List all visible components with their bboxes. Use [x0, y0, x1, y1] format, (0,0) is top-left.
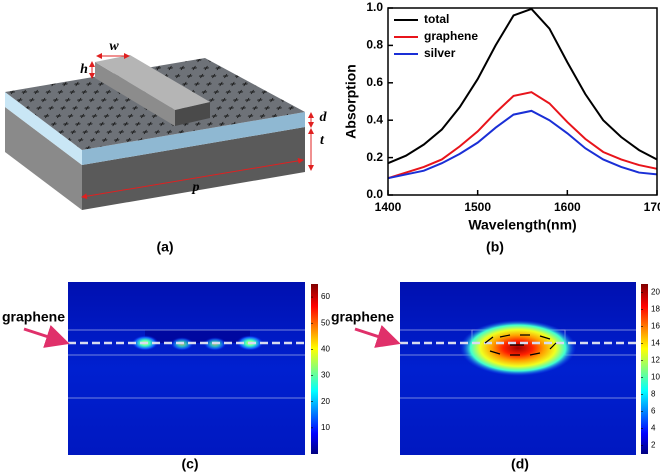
annotations: graphene graphene (c) (d)	[2, 309, 529, 472]
arrow	[354, 325, 401, 348]
panel-label: (a)	[156, 239, 173, 255]
panel-label: (c)	[181, 456, 198, 472]
colorbar-tick-label: 10	[321, 423, 330, 432]
dim-label: d	[320, 110, 328, 125]
colorbar-tick-label: 18	[651, 305, 660, 314]
x-tick-label: 1500	[464, 200, 491, 214]
annotation: graphene	[2, 309, 65, 325]
y-tick-label: 1.0	[366, 0, 383, 14]
arrow	[23, 325, 70, 348]
dim-label: h	[80, 62, 88, 77]
x-tick-label: 1700	[644, 200, 660, 214]
colorbar-tick-label: 10	[651, 373, 660, 382]
legend-label: graphene	[424, 29, 478, 43]
panel-d: 2 4 6 8 10 12 14 16 18 20	[400, 282, 660, 455]
bar-side	[95, 62, 175, 126]
data-line	[387, 7, 658, 165]
substrate-left	[5, 107, 82, 210]
bar-top	[95, 55, 210, 110]
dim-label: p	[192, 180, 200, 195]
colorbar-tick-label: 8	[651, 390, 656, 399]
boundary	[68, 329, 305, 399]
layer-front	[82, 112, 305, 165]
panel-a: w h d t p (a)	[5, 39, 328, 255]
legend-label: total	[424, 12, 449, 26]
y-tick-label: 0.8	[366, 38, 383, 52]
colorbar-tick-label: 50	[321, 318, 330, 327]
panel-b: 0.0 0.2 0.4 0.6 0.8 1.0 1400 1500 1600 1700 total g…	[343, 0, 660, 255]
x-axis-title: Wavelength(nm)	[468, 217, 576, 233]
panel-c: 10 20 30 40 50 60	[68, 282, 330, 455]
field-arrows	[484, 334, 557, 356]
plot-frame	[387, 7, 658, 196]
panel-label: (d)	[511, 456, 529, 472]
colorbar-tick-label: 40	[321, 344, 330, 353]
colorbar-tick-label: 2	[651, 441, 656, 450]
colorbar-tick-label: 14	[651, 339, 660, 348]
field-map	[68, 282, 305, 455]
y-tick-label: 0.0	[366, 187, 383, 201]
annotation: graphene	[331, 309, 394, 325]
colorbar-tick-label: 12	[651, 356, 660, 365]
y-axis-title: Absorption	[343, 64, 359, 139]
colorbar	[311, 284, 318, 454]
data-line	[387, 91, 658, 180]
colorbar-tick-label: 60	[321, 292, 330, 301]
colorbar-tick-label: 4	[651, 424, 656, 433]
colorbar-tick-label: 30	[321, 371, 330, 380]
colorbar-tick-label: 6	[651, 407, 656, 416]
colorbar	[641, 284, 648, 454]
y-tick-label: 0.6	[366, 75, 383, 89]
mode-field	[460, 320, 576, 376]
data-line	[387, 109, 658, 180]
colorbar-tick-label: 16	[651, 322, 660, 331]
layer-left	[5, 92, 82, 165]
silver-bar	[145, 330, 250, 343]
panel-label: (b)	[486, 239, 504, 255]
dim-line	[81, 157, 304, 200]
y-tick-label: 0.2	[366, 150, 383, 164]
colorbar-tick-label: 20	[651, 288, 660, 297]
colorbar-tick-label: 20	[321, 397, 330, 406]
x-tick-label: 1600	[554, 200, 581, 214]
x-tick-label: 1400	[375, 200, 402, 214]
y-tick-label: 0.4	[366, 112, 383, 126]
dim-label: t	[320, 133, 325, 148]
dim-label: w	[109, 39, 119, 54]
legend-label: silver	[424, 46, 456, 60]
